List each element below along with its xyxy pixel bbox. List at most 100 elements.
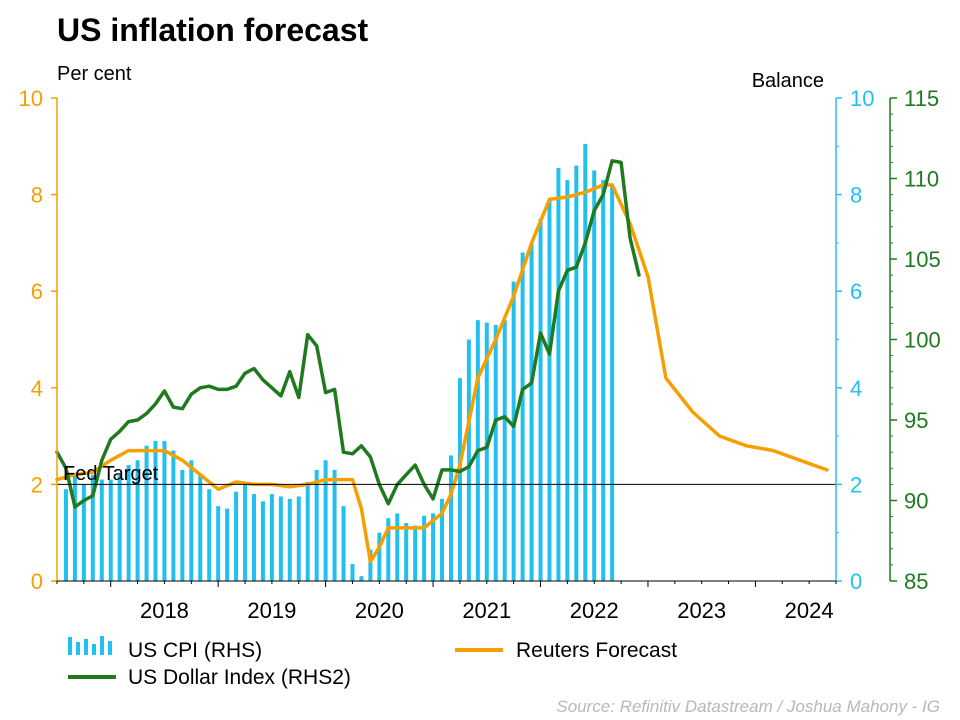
rhs2-axis-tick-label: 90 [904, 489, 928, 514]
rhs2-axis-tick-label: 95 [904, 408, 928, 433]
cpi-bar [117, 474, 122, 581]
rhs2-axis-tick-label: 85 [904, 569, 928, 594]
cpi-bar [574, 165, 579, 581]
cpi-bar [511, 281, 516, 581]
cpi-bar [72, 474, 77, 581]
cpi-bar [180, 469, 185, 581]
rhs-axis-tick-label: 10 [850, 86, 874, 111]
legend-label-dollar: US Dollar Index (RHS2) [128, 666, 351, 689]
cpi-bar [108, 479, 113, 581]
cpi-bar [502, 320, 507, 581]
x-axis-tick-label: 2018 [140, 598, 189, 623]
cpi-bar [583, 143, 588, 581]
cpi-bar [260, 501, 265, 581]
rhs-axis-tick-label: 0 [850, 569, 862, 594]
cpi-bar [368, 549, 373, 581]
rhs-axis-tick-label: 2 [850, 472, 862, 497]
x-axis-tick-label: 2024 [785, 598, 834, 623]
cpi-bar [440, 498, 445, 581]
legend-swatch-cpi [68, 636, 112, 655]
cpi-bar [243, 484, 248, 581]
cpi-bar [162, 440, 167, 581]
cpi-bar [448, 455, 453, 581]
cpi-bar [592, 170, 597, 581]
cpi-bar [493, 325, 498, 581]
cpi-bar [323, 460, 328, 581]
cpi-bar [207, 489, 212, 581]
cpi-bar [99, 479, 104, 581]
cpi-bar [251, 494, 256, 581]
rhs-axis-tick-label: 6 [850, 279, 862, 304]
cpi-bar [431, 513, 436, 581]
cpi-bar [144, 445, 149, 581]
left-axis-tick-label: 10 [19, 86, 43, 111]
x-axis-tick-label: 2020 [355, 598, 404, 623]
rhs-axis-tick-label: 8 [850, 183, 862, 208]
series-lines [55, 159, 829, 564]
cpi-bar [457, 378, 462, 581]
cpi-bar [556, 168, 561, 581]
source-note: Source: Refinitiv Datastream / Joshua Ma… [556, 697, 940, 716]
cpi-bar [341, 506, 346, 581]
chart-title: US inflation forecast [57, 12, 369, 48]
cpi-bar [359, 576, 364, 581]
cpi-bar [90, 474, 95, 581]
rhs2-axis-tick-label: 100 [904, 328, 941, 353]
cpi-bar [225, 508, 230, 581]
left-axis-tick-label: 8 [31, 183, 43, 208]
cpi-bar [171, 450, 176, 581]
x-axis-tick-label: 2023 [677, 598, 726, 623]
cpi-bar [189, 460, 194, 581]
cpi-bar [153, 440, 158, 581]
cpi-bar [377, 532, 382, 581]
reuters-forecast-line [55, 183, 829, 564]
left-axis-tick-label: 4 [31, 376, 43, 401]
cpi-bar [413, 525, 418, 581]
left-axis-tick-label: 0 [31, 569, 43, 594]
cpi-bar [601, 180, 606, 582]
cpi-bar [216, 506, 221, 581]
cpi-bar [296, 496, 301, 581]
cpi-bar [269, 494, 274, 581]
cpi-bar [278, 496, 283, 581]
right-axis-unit-label: Balance [752, 70, 824, 92]
x-axis-tick-label: 2022 [570, 598, 619, 623]
cpi-bar [484, 322, 489, 581]
cpi-bar [314, 469, 319, 581]
cpi-bar [81, 484, 86, 581]
rhs2-axis-tick-label: 110 [904, 167, 939, 192]
cpi-bar [538, 218, 543, 581]
legend-label-reuters: Reuters Forecast [516, 639, 677, 662]
rhs-axis-tick-label: 4 [850, 376, 862, 401]
cpi-bar [350, 564, 355, 581]
cpi-bar [332, 469, 337, 581]
cpi-bar [466, 339, 471, 581]
left-axis-unit-label: Per cent [57, 63, 132, 85]
cpi-bar [565, 180, 570, 582]
legend-label-cpi: US CPI (RHS) [128, 639, 262, 662]
left-axis-tick-label: 6 [31, 279, 43, 304]
cpi-bar [529, 242, 534, 581]
cpi-bar [234, 491, 239, 581]
cpi-bar [126, 465, 131, 581]
cpi-bars [63, 143, 615, 582]
cpi-bar [520, 252, 525, 581]
rhs2-axis-tick-label: 105 [904, 247, 941, 272]
x-axis-tick-label: 2019 [247, 598, 296, 623]
cpi-bar [422, 515, 427, 581]
cpi-bar [63, 489, 68, 581]
cpi-bar [547, 199, 552, 581]
cpi-bar [386, 518, 391, 581]
cpi-bar [135, 460, 140, 581]
cpi-bar [395, 513, 400, 581]
cpi-bar [610, 184, 615, 581]
cpi-bar [198, 474, 203, 581]
cpi-bar [404, 523, 409, 581]
fed-target-label: Fed Target [63, 463, 159, 485]
left-axis-tick-label: 2 [31, 472, 43, 497]
legend: US CPI (RHS) Reuters Forecast US Dollar … [68, 636, 677, 689]
cpi-bar [287, 498, 292, 581]
x-axis-tick-label: 2021 [462, 598, 511, 623]
